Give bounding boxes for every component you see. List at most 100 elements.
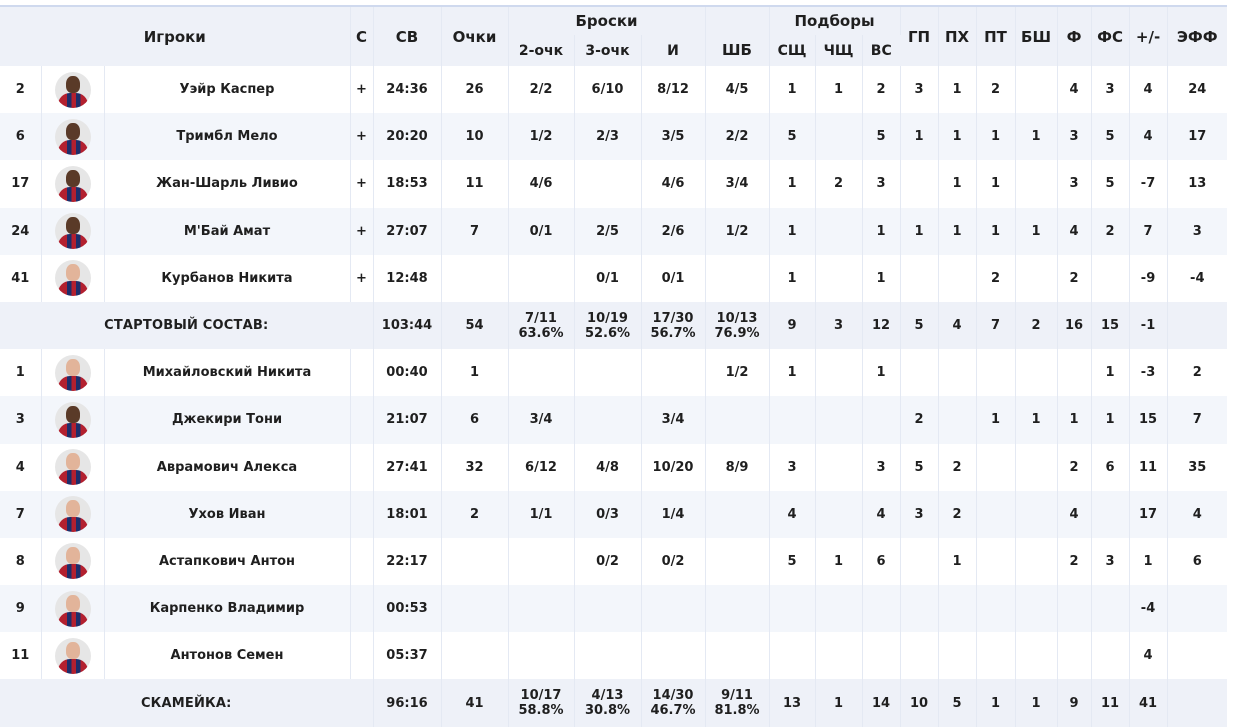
stat-ft: 1/2 (705, 207, 770, 255)
stat-fg: 3/4 (641, 396, 706, 444)
col-blk[interactable]: БШ (1015, 6, 1058, 66)
stat-oreb (769, 396, 816, 444)
avatar[interactable] (54, 165, 91, 202)
stat-eff: 35 (1167, 443, 1228, 491)
player-number: 41 (0, 254, 42, 302)
stat-pf: 2 (1057, 537, 1092, 586)
player-name-link[interactable]: Уэйр Каспер (104, 66, 351, 114)
player-name-link[interactable]: Курбанов Никита (104, 254, 351, 302)
avatar[interactable] (54, 118, 91, 155)
avatar[interactable] (54, 213, 91, 250)
col-dreb[interactable]: ЧЩ (815, 35, 863, 66)
stat-pts: 6 (441, 396, 509, 444)
table-row[interactable]: 17 Жан-Шарль Ливио +18:53 11 4/6 4/6 3/4 1 2 3 1 1 3… (0, 160, 1228, 208)
stat-pm: 4 (1129, 113, 1168, 161)
col-fg[interactable]: И (641, 35, 706, 66)
stat-fd: 1 (1091, 396, 1130, 444)
table-row[interactable]: 7 Ухов Иван 18:01 2 1/1 0/3 1/4 4 4 3 2 4 17 4 (0, 490, 1228, 538)
col-plus-minus[interactable]: +/- (1129, 6, 1168, 66)
stat-treb (862, 585, 901, 633)
stat-eff: 24 (1167, 66, 1228, 114)
stat-blk: 1 (1015, 396, 1058, 444)
stat-oreb: 3 (769, 443, 816, 491)
avatar[interactable] (54, 590, 91, 627)
avatar[interactable] (54, 260, 91, 297)
stat-pm: 1 (1129, 537, 1168, 586)
avatar[interactable] (54, 543, 91, 580)
avatar-head (65, 75, 80, 93)
player-name-link[interactable]: Михайловский Никита (104, 349, 351, 397)
col-points[interactable]: Очки (441, 6, 509, 66)
starter-mark: + (350, 66, 374, 114)
stat-pm: 17 (1129, 490, 1168, 538)
table-row[interactable]: 41 Курбанов Никита +12:48 0/1 0/1 1 1 2 2 -9 -4 (0, 254, 1228, 302)
stat-p2: 1/2 (508, 113, 575, 161)
stat-blk (1015, 443, 1058, 491)
avatar[interactable] (54, 71, 91, 108)
player-name-link[interactable]: М'Бай Амат (104, 207, 351, 255)
avatar[interactable] (54, 354, 91, 391)
col-three-pt[interactable]: 3-очк (574, 35, 642, 66)
table-row[interactable]: 3 Джекири Тони 21:07 6 3/4 3/4 2 1 1 1 1 15 7 (0, 396, 1228, 444)
player-number: 11 (0, 632, 42, 680)
avatar[interactable] (54, 449, 91, 486)
player-name-link[interactable]: Ухов Иван (104, 490, 351, 538)
stat-pf: 4 (1057, 207, 1092, 255)
col-ast[interactable]: ГП (900, 6, 939, 66)
stat-pf: 4 (1057, 66, 1092, 114)
col-eff[interactable]: ЭФФ (1167, 6, 1228, 66)
player-name-link[interactable]: Тримбл Мело (104, 113, 351, 161)
col-fouls-drawn[interactable]: ФС (1091, 6, 1130, 66)
starter-mark (350, 537, 374, 586)
col-ft[interactable]: ШБ (705, 6, 770, 66)
col-group-rebounds: Подборы (769, 6, 901, 35)
player-name-link[interactable]: Джекири Тони (104, 396, 351, 444)
stat-fg (641, 632, 706, 680)
total-ft-pct: 81.8% (714, 703, 760, 719)
col-starter[interactable]: С (350, 6, 374, 66)
stat-oreb (769, 632, 816, 680)
stat-ast: 1 (900, 113, 939, 161)
table-row[interactable]: 9 Карпенко Владимир 00:53 -4 (0, 585, 1228, 633)
table-row[interactable]: 4 Аврамович Алекса 27:41 32 6/12 4/8 10/20 8/9 3… (0, 443, 1228, 491)
table-row[interactable]: 11 Антонов Семен 05:37 4 (0, 632, 1228, 680)
avatar[interactable] (54, 401, 91, 438)
table-row[interactable]: 6 Тримбл Мело +20:20 10 1/2 2/3 3/5 2/2 5 5 1 1 1 1 3 5… (0, 113, 1228, 161)
avatar-jersey (57, 564, 88, 580)
col-treb[interactable]: ВС (862, 35, 901, 66)
stat-stl (976, 349, 1016, 397)
total-fd: 15 (1091, 301, 1130, 350)
table-row[interactable]: 8 Астапкович Антон 22:17 0/2 0/2 5 1 6 1 2 3 1 6 (0, 537, 1228, 586)
col-tov[interactable]: ПХ (938, 6, 977, 66)
stat-pm: -7 (1129, 160, 1168, 208)
player-name-link[interactable]: Аврамович Алекса (104, 443, 351, 491)
stat-ast (900, 585, 939, 633)
player-name-link[interactable]: Жан-Шарль Ливио (104, 160, 351, 208)
col-stl[interactable]: ПТ (976, 6, 1016, 66)
col-minutes[interactable]: СВ (373, 6, 442, 66)
stat-treb: 2 (862, 66, 901, 114)
table-row[interactable]: 1 Михайловский Никита 00:40 1 1/2 1 1 1 -3 2 (0, 349, 1228, 397)
stat-oreb: 1 (769, 254, 816, 302)
col-fouls[interactable]: Ф (1057, 6, 1092, 66)
stat-oreb: 1 (769, 349, 816, 397)
stat-fg: 0/2 (641, 537, 706, 586)
player-name-link[interactable]: Антонов Семен (104, 632, 351, 680)
total-p3-made: 4/13 (591, 688, 624, 704)
stat-fd: 1 (1091, 349, 1130, 397)
avatar[interactable] (54, 637, 91, 674)
total-p3: 4/13 30.8% (574, 679, 642, 727)
avatar-jersey (57, 422, 88, 438)
total-pts: 54 (441, 301, 509, 350)
col-oreb[interactable]: СЩ (769, 35, 816, 66)
stat-ft (705, 632, 770, 680)
avatar[interactable] (54, 496, 91, 533)
stat-fg (641, 349, 706, 397)
player-name-link[interactable]: Астапкович Антон (104, 537, 351, 586)
player-name-link[interactable]: Карпенко Владимир (104, 585, 351, 633)
col-two-pt[interactable]: 2-очк (508, 35, 575, 66)
col-players[interactable]: Игроки (0, 6, 351, 66)
table-row[interactable]: 24 М'Бай Амат +27:07 7 0/1 2/5 2/6 1/2 1 1 1 1 1 1 4 2 7… (0, 207, 1228, 255)
stat-oreb: 1 (769, 66, 816, 114)
table-row[interactable]: 2 Уэйр Каспер +24:36 26 2/2 6/10 8/12 4/5 1 1 2 3 1 2… (0, 66, 1228, 114)
